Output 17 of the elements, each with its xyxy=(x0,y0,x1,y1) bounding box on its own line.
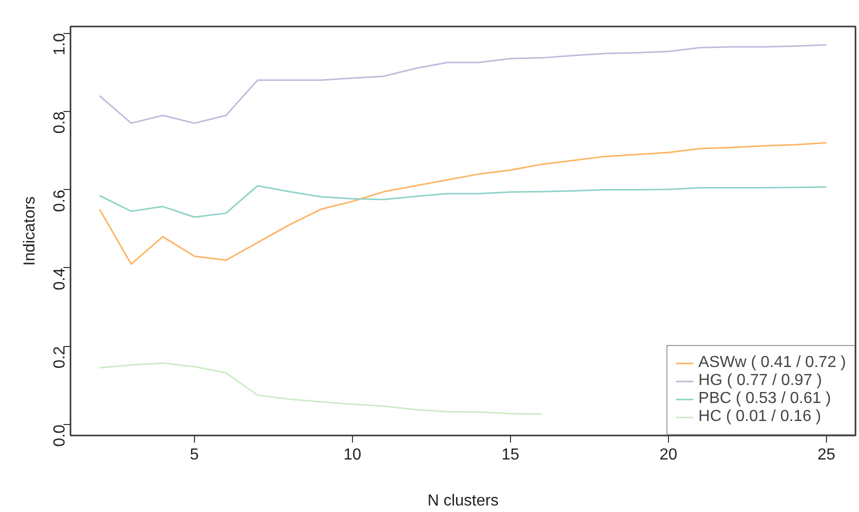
y-tick-label: 0.6 xyxy=(52,190,68,212)
x-tick-label: 10 xyxy=(343,446,362,464)
x-tick-label: 25 xyxy=(818,446,836,464)
legend-label: PBC ( 0.53 / 0.61 ) xyxy=(698,390,831,408)
legend-label: HG ( 0.77 / 0.97 ) xyxy=(698,372,822,390)
y-tick-label: 0.4 xyxy=(52,268,68,290)
y-axis-title: Indicators xyxy=(22,196,38,266)
x-tick-label: 15 xyxy=(502,446,520,464)
x-tick-label: 20 xyxy=(660,446,678,464)
x-tick-label: 5 xyxy=(190,446,199,464)
y-tick-label: 0.2 xyxy=(52,346,68,369)
y-tick-label: 1.0 xyxy=(52,33,68,56)
legend-label: ASWw ( 0.41 / 0.72 ) xyxy=(698,354,846,372)
y-tick-label: 0.8 xyxy=(52,111,68,134)
y-tick-label: 0.0 xyxy=(52,424,68,447)
x-axis-title: N clusters xyxy=(427,492,499,510)
legend-label: HC ( 0.01 / 0.16 ) xyxy=(698,408,822,426)
